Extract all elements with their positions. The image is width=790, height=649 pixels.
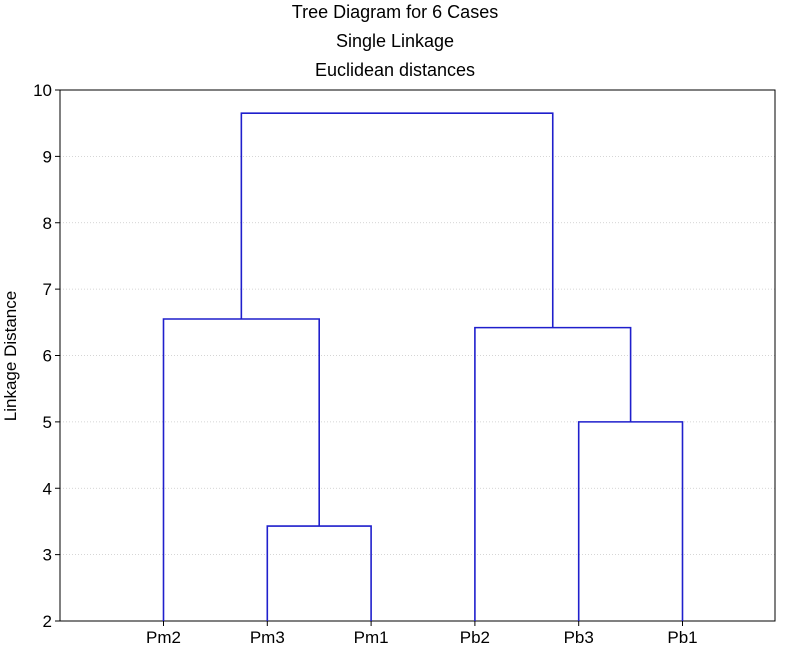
leaf-label-pm2: Pm2 bbox=[146, 628, 181, 647]
y-tick-label-3: 3 bbox=[43, 546, 52, 565]
leaf-label-pm1: Pm1 bbox=[354, 628, 389, 647]
leaf-label-pb3: Pb3 bbox=[564, 628, 594, 647]
x-axis: Pm2 Pm3 Pm1 Pb2 Pb3 Pb1 bbox=[146, 621, 698, 647]
y-tick-label-7: 7 bbox=[43, 280, 52, 299]
title-line-2: Single Linkage bbox=[336, 31, 454, 51]
y-axis-label: Linkage Distance bbox=[1, 291, 20, 421]
y-tick-label-2: 2 bbox=[43, 612, 52, 631]
title-line-1: Tree Diagram for 6 Cases bbox=[292, 2, 498, 22]
dendrogram-links bbox=[162, 112, 684, 621]
leaf-label-pm3: Pm3 bbox=[250, 628, 285, 647]
y-tick-label-9: 9 bbox=[43, 147, 52, 166]
y-tick-label-6: 6 bbox=[43, 347, 52, 366]
y-tick-label-8: 8 bbox=[43, 214, 52, 233]
grid-lines bbox=[60, 155, 775, 556]
title-line-3: Euclidean distances bbox=[315, 60, 475, 80]
leaf-label-pb2: Pb2 bbox=[460, 628, 490, 647]
y-tick-label-5: 5 bbox=[43, 413, 52, 432]
merge-link-c2 bbox=[577, 421, 684, 621]
merge-link-c1 bbox=[266, 525, 372, 621]
merge-link-c5 bbox=[240, 112, 554, 328]
chart-title: Tree Diagram for 6 Cases Single Linkage … bbox=[292, 2, 498, 80]
leaf-label-pb1: Pb1 bbox=[667, 628, 697, 647]
merge-link-c3 bbox=[162, 318, 320, 621]
y-tick-label-4: 4 bbox=[43, 479, 52, 498]
y-tick-label-10: 10 bbox=[33, 81, 52, 100]
merge-link-c4 bbox=[474, 326, 632, 621]
y-axis: 2 3 4 5 6 7 8 9 10 bbox=[33, 81, 60, 631]
